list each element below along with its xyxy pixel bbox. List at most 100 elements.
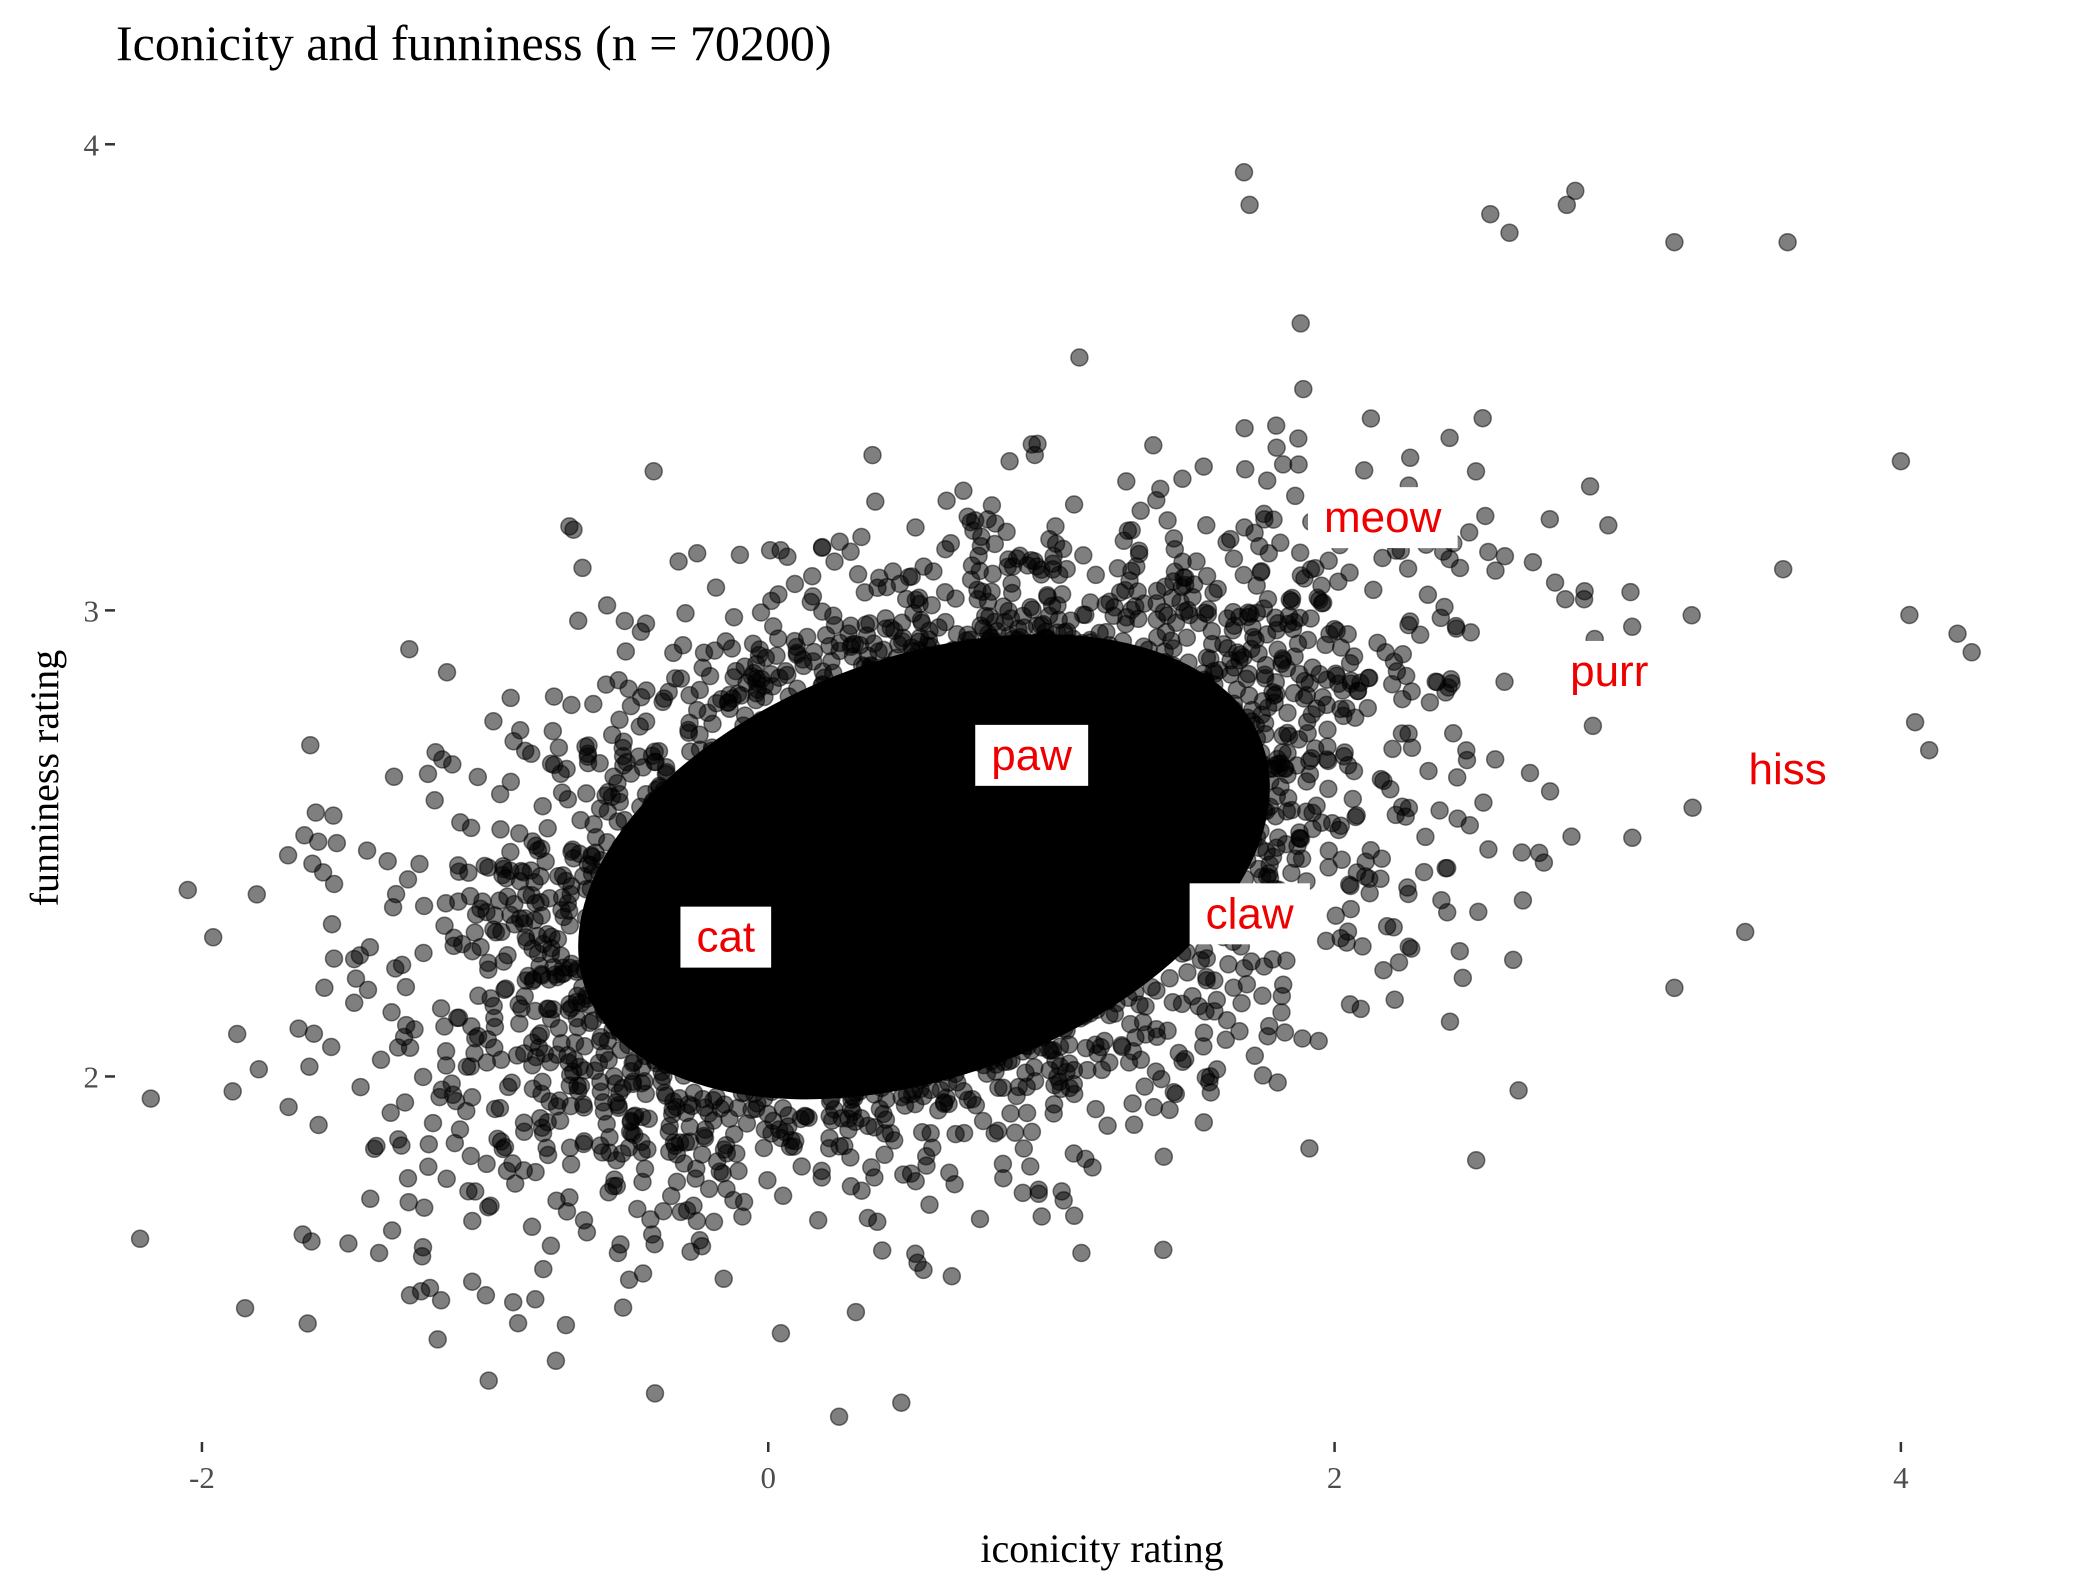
data-point: [1267, 786, 1287, 806]
data-point: [1124, 1115, 1144, 1135]
data-point: [544, 687, 564, 706]
data-point: [1622, 617, 1642, 637]
data-point: [414, 896, 434, 916]
data-point: [879, 1046, 899, 1065]
data-point: [398, 1169, 418, 1188]
data-point: [1219, 955, 1238, 974]
data-point: [1048, 666, 1067, 685]
data-point: [881, 1124, 901, 1143]
data-point: [596, 880, 616, 900]
data-point: [1057, 559, 1076, 579]
data-point: [1106, 702, 1125, 722]
data-point: [526, 1290, 545, 1309]
data-point: [1147, 1027, 1167, 1047]
data-point: [1055, 623, 1074, 642]
data-point: [1341, 671, 1361, 691]
data-point: [827, 1007, 847, 1027]
data-point: [1263, 683, 1282, 702]
data-point: [914, 1260, 933, 1280]
data-point: [382, 1003, 401, 1022]
data-point: [703, 714, 722, 734]
data-point: [298, 1314, 317, 1333]
data-point: [1353, 937, 1372, 956]
data-point: [433, 750, 452, 769]
data-point: [863, 801, 882, 820]
data-point: [1063, 681, 1083, 701]
data-point: [371, 1050, 391, 1070]
data-point: [881, 833, 901, 853]
data-point: [1275, 1023, 1295, 1042]
data-point: [643, 926, 662, 946]
data-point: [1441, 669, 1461, 689]
data-point: [526, 1162, 545, 1182]
data-point: [1282, 592, 1301, 611]
data-point: [568, 611, 588, 631]
data-point: [973, 1111, 993, 1131]
data-point: [1045, 971, 1065, 991]
data-point: [970, 937, 989, 956]
data-point: [710, 1162, 730, 1181]
data-point: [631, 622, 651, 642]
data-point: [1503, 950, 1523, 970]
data-point: [943, 980, 963, 999]
data-point: [964, 954, 983, 973]
data-point: [1374, 771, 1393, 791]
data-point: [533, 796, 552, 816]
data-point: [1022, 1122, 1042, 1142]
data-point: [547, 1191, 566, 1210]
data-point: [875, 1145, 894, 1165]
data-point: [1300, 1139, 1319, 1158]
data-point: [1048, 1067, 1067, 1087]
data-point: [687, 1159, 706, 1178]
data-point: [813, 675, 832, 694]
data-point: [1513, 891, 1533, 910]
data-point: [673, 817, 692, 836]
data-point: [919, 841, 939, 861]
data-point: [523, 1079, 543, 1099]
data-point: [885, 724, 905, 744]
data-point: [484, 712, 503, 731]
data-point: [881, 618, 901, 638]
data-point: [1194, 1023, 1214, 1042]
data-point: [413, 1238, 433, 1257]
data-point: [1773, 559, 1793, 579]
data-point: [1123, 1094, 1142, 1113]
data-point: [1253, 986, 1272, 1006]
data-point: [1436, 858, 1455, 878]
data-point: [1290, 543, 1310, 562]
data-point: [795, 1106, 814, 1126]
data-point: [1175, 1049, 1195, 1069]
data-point: [660, 926, 679, 945]
data-point: [378, 851, 397, 871]
data-point: [484, 920, 503, 939]
data-point: [304, 1024, 324, 1043]
data-point: [477, 902, 496, 922]
data-point: [1371, 869, 1390, 889]
data-point: [514, 914, 534, 934]
data-point: [1341, 899, 1361, 919]
data-point: [1312, 594, 1332, 613]
data-point: [1272, 986, 1292, 1006]
data-point: [560, 1065, 580, 1085]
data-point: [756, 993, 775, 1013]
data-point: [948, 663, 967, 683]
data-point: [1396, 807, 1415, 826]
data-point: [600, 1128, 619, 1147]
data-point: [1072, 1243, 1091, 1263]
data-point: [1289, 455, 1308, 474]
data-point: [764, 1042, 784, 1062]
data-point: [1014, 1139, 1034, 1158]
data-point: [1399, 937, 1419, 956]
data-point: [1316, 635, 1335, 655]
data-point: [547, 1097, 567, 1116]
data-point: [865, 1168, 884, 1187]
data-point: [908, 1037, 928, 1056]
data-point: [562, 842, 581, 861]
data-point: [930, 762, 949, 781]
data-point: [1154, 602, 1174, 622]
data-point: [1377, 917, 1397, 936]
data-point: [805, 759, 825, 778]
data-point: [1032, 1207, 1051, 1226]
data-point: [676, 604, 695, 623]
data-point: [758, 1009, 778, 1028]
